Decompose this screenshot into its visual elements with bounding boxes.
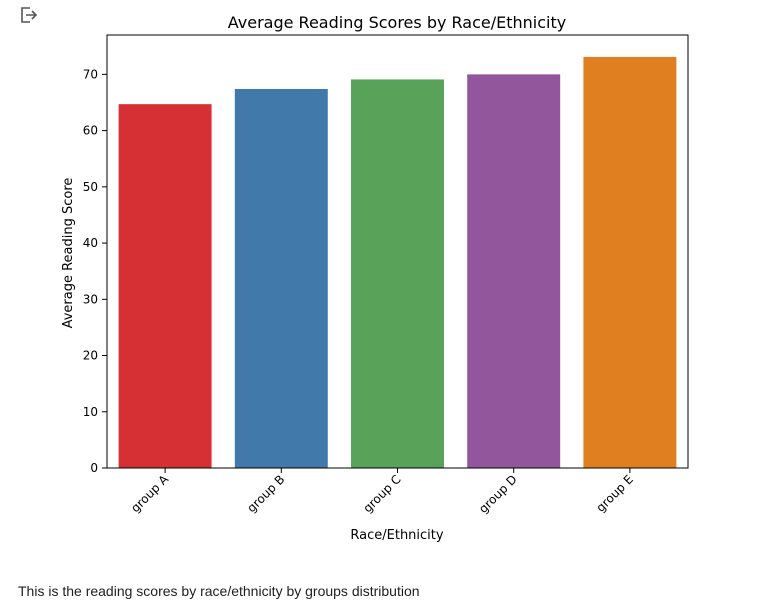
y-tick-label: 0 xyxy=(90,461,98,475)
x-axis: group A group B group C group D group E xyxy=(128,468,636,516)
x-tick-label: group C xyxy=(360,472,403,515)
y-tick-label: 20 xyxy=(83,349,98,363)
x-tick-label: group E xyxy=(593,472,636,515)
open-output-icon[interactable] xyxy=(19,5,39,25)
x-tick-label: group D xyxy=(476,472,520,516)
y-tick-label: 10 xyxy=(83,405,98,419)
plot-area xyxy=(118,56,677,469)
y-tick-label: 40 xyxy=(83,236,98,250)
x-tick-label: group B xyxy=(244,472,287,515)
bar-group-a xyxy=(118,104,212,469)
y-tick-label: 50 xyxy=(83,180,98,194)
y-axis: 0 10 20 30 40 50 60 70 xyxy=(83,67,107,475)
output-caption: This is the reading scores by race/ethni… xyxy=(18,583,420,599)
x-axis-label: Race/Ethnicity xyxy=(350,528,443,543)
bar-group-d xyxy=(467,74,561,469)
y-tick-label: 70 xyxy=(83,67,98,81)
y-tick-label: 30 xyxy=(83,292,98,306)
y-axis-label: Average Reading Score xyxy=(61,178,76,329)
chart-title: Average Reading Scores by Race/Ethnicity xyxy=(228,13,566,32)
y-tick-label: 60 xyxy=(83,124,98,138)
x-tick-label: group A xyxy=(128,472,172,516)
bar-group-b xyxy=(234,88,328,468)
bar-chart: Average Reading Scores by Race/Ethnicity… xyxy=(61,13,689,543)
bar-group-e xyxy=(583,56,677,469)
bar-group-c xyxy=(351,79,444,469)
